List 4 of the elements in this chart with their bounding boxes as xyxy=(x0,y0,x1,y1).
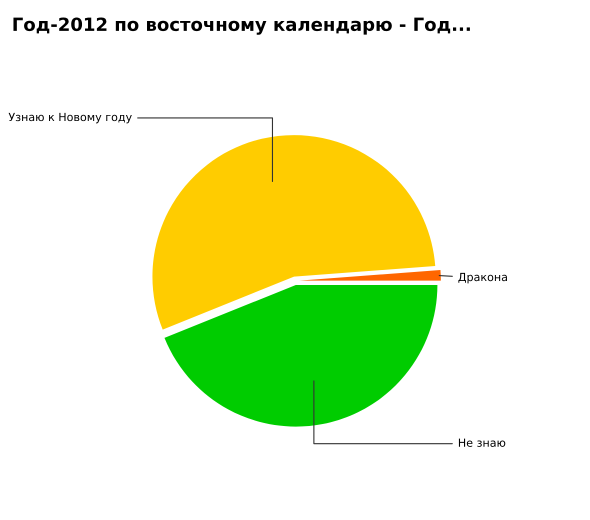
slice-label: Узнаю к Новому году xyxy=(8,112,132,124)
chart-title: Год-2012 по восточному календарю - Год... xyxy=(13,17,470,35)
slice-label: Не знаю xyxy=(458,438,506,447)
slice-label: Дракона xyxy=(458,272,507,284)
